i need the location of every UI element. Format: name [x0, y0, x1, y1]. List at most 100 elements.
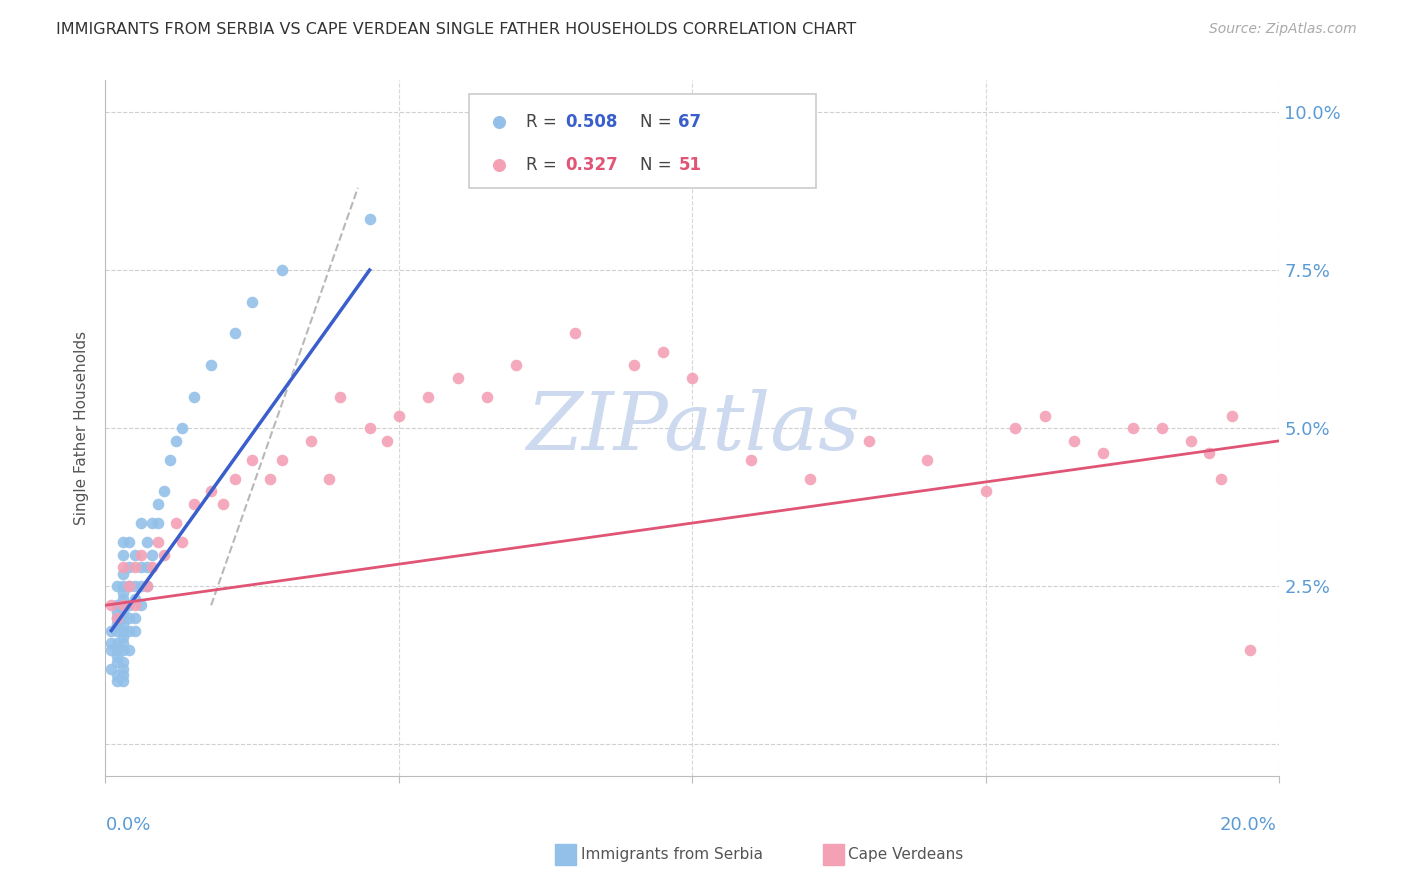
Point — [124, 624, 146, 638]
Point — [224, 472, 246, 486]
Point — [129, 599, 152, 613]
Point — [118, 611, 141, 625]
Point — [100, 636, 122, 650]
Point — [740, 452, 762, 467]
Point — [475, 390, 498, 404]
Point — [564, 326, 586, 341]
Point — [652, 345, 675, 359]
Text: ZIPatlas: ZIPatlas — [526, 390, 859, 467]
Point — [112, 566, 135, 581]
Point — [1209, 472, 1232, 486]
Point — [112, 560, 135, 574]
Point — [388, 409, 411, 423]
Point — [118, 579, 141, 593]
Point — [917, 452, 939, 467]
Point — [112, 655, 135, 669]
Point — [240, 294, 263, 309]
Point — [112, 599, 135, 613]
Point — [124, 599, 146, 613]
Point — [112, 630, 135, 644]
Point — [270, 263, 292, 277]
Point — [318, 472, 340, 486]
Text: R =: R = — [526, 113, 562, 131]
Point — [240, 452, 263, 467]
Point — [858, 434, 880, 448]
FancyBboxPatch shape — [470, 95, 815, 188]
Text: N =: N = — [640, 155, 676, 174]
Point — [135, 579, 157, 593]
Point — [100, 642, 122, 657]
Point — [1198, 446, 1220, 460]
Point — [153, 548, 176, 562]
Text: 0.508: 0.508 — [565, 113, 619, 131]
Point — [124, 548, 146, 562]
Point — [418, 390, 440, 404]
Point — [446, 370, 468, 384]
Point — [112, 611, 135, 625]
Point — [170, 421, 193, 435]
Point — [124, 591, 146, 606]
Point — [165, 516, 187, 530]
Point — [112, 579, 135, 593]
Point — [1004, 421, 1026, 435]
Point — [148, 516, 170, 530]
Point — [105, 599, 128, 613]
Bar — [555, 844, 576, 865]
Point — [200, 358, 222, 372]
Text: 20.0%: 20.0% — [1220, 816, 1277, 834]
Point — [100, 599, 122, 613]
Point — [141, 548, 163, 562]
Point — [148, 497, 170, 511]
Point — [105, 642, 128, 657]
Point — [105, 605, 128, 619]
Point — [118, 642, 141, 657]
Point — [124, 560, 146, 574]
Point — [112, 668, 135, 682]
Text: R =: R = — [526, 155, 562, 174]
Point — [270, 452, 292, 467]
Point — [118, 624, 141, 638]
Point — [129, 560, 152, 574]
Point — [165, 434, 187, 448]
Point — [505, 358, 527, 372]
Point — [105, 668, 128, 682]
Point — [359, 212, 381, 227]
Point — [112, 624, 135, 638]
Bar — [823, 844, 844, 865]
Point — [170, 535, 193, 549]
Point — [129, 548, 152, 562]
Point — [799, 472, 821, 486]
Point — [1222, 409, 1244, 423]
Point — [105, 611, 128, 625]
Point — [105, 648, 128, 663]
Point — [135, 560, 157, 574]
Point — [105, 636, 128, 650]
Point — [1239, 642, 1261, 657]
Text: 67: 67 — [678, 113, 702, 131]
Point — [105, 617, 128, 632]
Point — [129, 516, 152, 530]
Text: 51: 51 — [678, 155, 702, 174]
Point — [112, 605, 135, 619]
Point — [200, 484, 222, 499]
Point — [141, 560, 163, 574]
Point — [105, 624, 128, 638]
Point — [124, 611, 146, 625]
Point — [299, 434, 322, 448]
Point — [141, 516, 163, 530]
Point — [375, 434, 398, 448]
Point — [112, 642, 135, 657]
Text: Cape Verdeans: Cape Verdeans — [848, 847, 963, 862]
Point — [1092, 446, 1115, 460]
Point — [148, 535, 170, 549]
Text: IMMIGRANTS FROM SERBIA VS CAPE VERDEAN SINGLE FATHER HOUSEHOLDS CORRELATION CHAR: IMMIGRANTS FROM SERBIA VS CAPE VERDEAN S… — [56, 22, 856, 37]
Point — [135, 579, 157, 593]
Point — [183, 497, 205, 511]
Point — [112, 548, 135, 562]
Point — [105, 579, 128, 593]
Point — [1033, 409, 1056, 423]
Point — [135, 535, 157, 549]
Point — [112, 636, 135, 650]
Point — [159, 452, 181, 467]
Point — [112, 591, 135, 606]
